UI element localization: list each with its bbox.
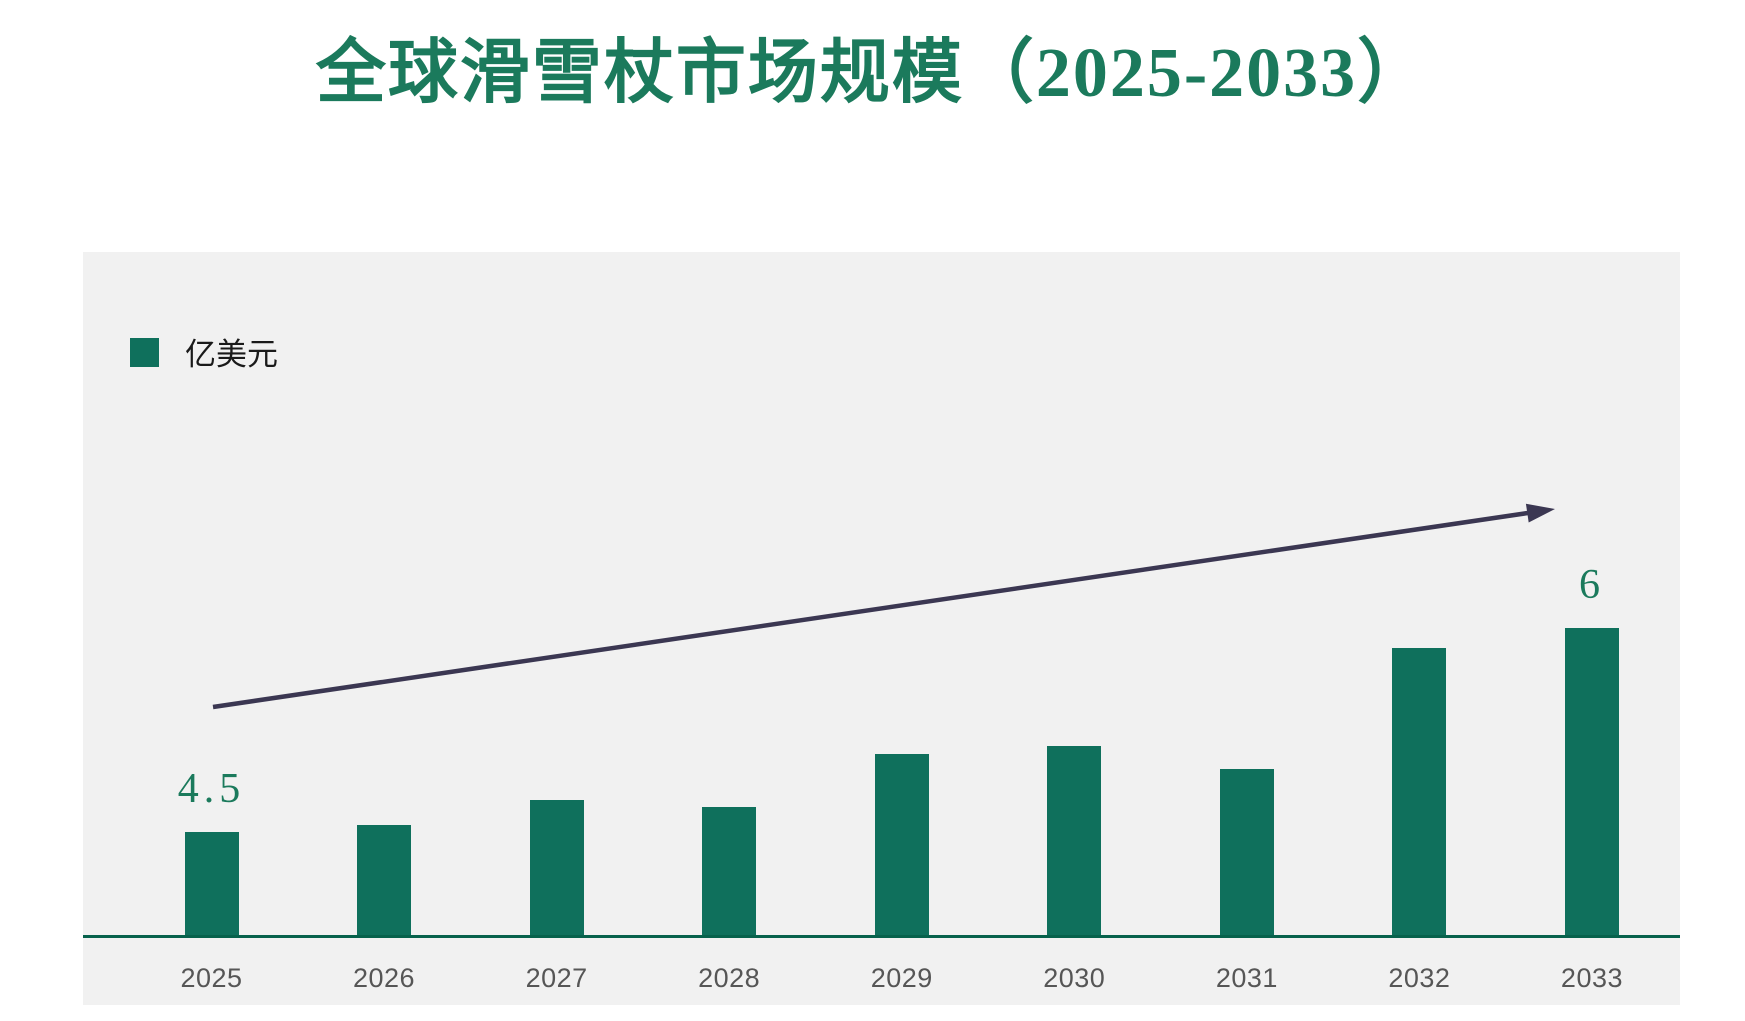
legend-swatch (130, 338, 159, 367)
bar-2028 (702, 807, 757, 935)
x-label-2025: 2025 (180, 963, 243, 993)
chart-title: 全球滑雪杖市场规模（2025-2033） (315, 35, 1430, 112)
plot-area: 亿美元 2025 2026 2027 2028 2029 2030 2031 2032 2033… (83, 252, 1680, 1005)
bar-2033 (1564, 628, 1619, 935)
legend-label: 亿美元 (185, 337, 278, 372)
bar-2025 (184, 832, 239, 935)
x-label-2026: 2026 (353, 963, 416, 993)
x-label-2027: 2027 (525, 963, 588, 993)
trend-arrow-line (212, 509, 1534, 710)
x-axis-line (83, 935, 1680, 938)
x-label-2031: 2031 (1215, 963, 1278, 993)
bar-2030 (1047, 746, 1102, 935)
legend: 亿美元 (130, 335, 278, 370)
x-label-2033: 2033 (1560, 963, 1624, 993)
x-label-2028: 2028 (698, 963, 761, 993)
value-label-2033: 6 (1578, 562, 1605, 608)
bar-2032 (1392, 648, 1447, 935)
trend-arrow-head (1525, 503, 1555, 523)
bar-2027 (529, 800, 584, 935)
x-label-2029: 2029 (870, 963, 933, 993)
x-label-2032: 2032 (1388, 963, 1451, 993)
x-label-2030: 2030 (1043, 963, 1106, 993)
bar-2026 (357, 825, 412, 935)
bar-2031 (1219, 769, 1274, 935)
value-label-2025: 4.5 (177, 766, 246, 812)
bar-2029 (874, 754, 929, 935)
